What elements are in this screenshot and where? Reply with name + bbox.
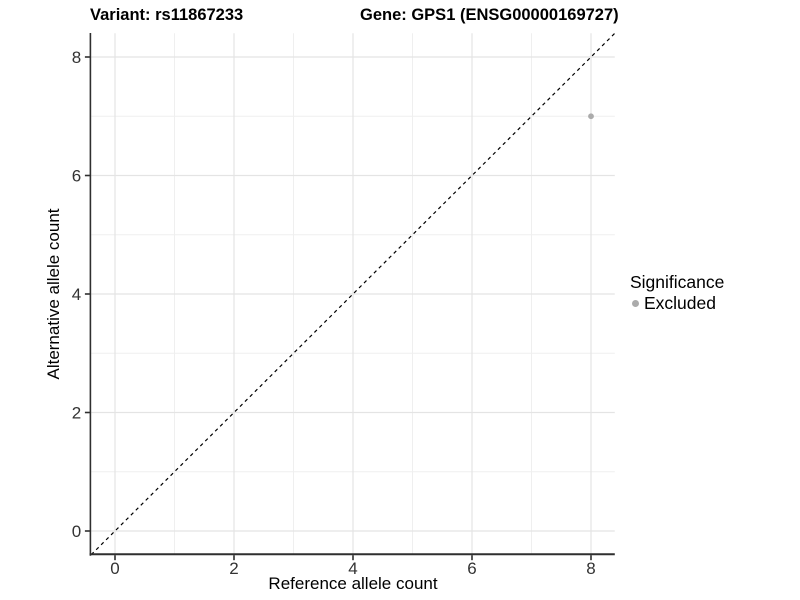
y-tick-label: 0 bbox=[72, 522, 81, 541]
x-tick-label: 4 bbox=[348, 559, 357, 578]
legend-point-icon bbox=[632, 299, 639, 307]
y-tick-label: 4 bbox=[72, 285, 81, 304]
legend-title: Significance bbox=[630, 272, 725, 292]
data-point bbox=[588, 113, 594, 120]
x-tick-label: 0 bbox=[110, 559, 119, 578]
y-tick-label: 2 bbox=[72, 404, 81, 423]
y-axis-title: Alternative allele count bbox=[44, 208, 63, 380]
y-tick-label: 8 bbox=[72, 48, 81, 67]
legend: Significance Excluded bbox=[630, 272, 724, 313]
x-tick-label: 6 bbox=[467, 559, 476, 578]
plot-title-variant: Variant: rs11867233 bbox=[90, 6, 244, 24]
plot-title-gene: Gene: GPS1 (ENSG00000169727) bbox=[360, 6, 619, 24]
x-tick-label: 2 bbox=[229, 559, 238, 578]
x-tick-label: 8 bbox=[586, 559, 595, 578]
legend-item-excluded: Excluded bbox=[630, 293, 724, 313]
x-axis-title: Reference allele count bbox=[268, 574, 438, 593]
y-tick-label: 6 bbox=[72, 167, 81, 186]
legend-item-label: Excluded bbox=[644, 293, 716, 313]
